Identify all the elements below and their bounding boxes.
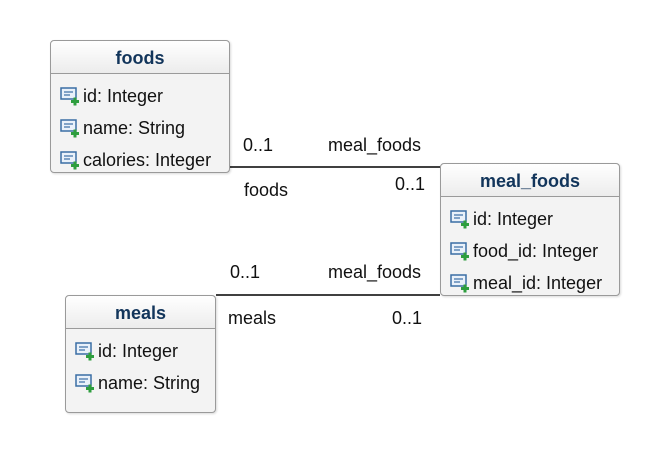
attribute-plus-icon [75,374,94,393]
meals-relation-far-multiplicity: 0..1 [392,308,423,328]
entity-title[interactable]: foods [51,41,229,74]
meals-relation-far-role: meal_foods [328,262,422,282]
attribute-row[interactable]: food_id: Integer [441,235,619,267]
attribute-row[interactable]: calories: Integer [51,144,229,176]
attribute-row[interactable]: id: Integer [441,203,619,235]
attribute-label: id: Integer [98,341,179,361]
entity-meal-foods[interactable]: meal_foods id: Integer food_id: Integer … [440,163,620,296]
entity-title[interactable]: meal_foods [441,164,619,197]
attribute-row[interactable]: name: String [66,367,215,399]
attribute-label: calories: Integer [83,150,212,170]
foods-relation-far-multiplicity: 0..1 [395,174,426,194]
foods-relation-near-role: foods [244,180,289,200]
attribute-label: name: String [83,118,186,138]
foods-relation-near-multiplicity: 0..1 [243,135,274,155]
attribute-plus-icon [450,274,469,293]
attribute-plus-icon [450,210,469,229]
attribute-row[interactable]: id: Integer [51,80,229,112]
entity-meals[interactable]: meals id: Integer name: String [65,295,216,413]
attribute-label: id: Integer [83,86,164,106]
attribute-row[interactable]: meal_id: Integer [441,267,619,299]
entity-title[interactable]: meals [66,296,215,329]
meals-relation-near-multiplicity: 0..1 [230,262,261,282]
meals-relation-near-role: meals [228,308,277,328]
attribute-plus-icon [75,342,94,361]
foods-relation-far-role: meal_foods [328,135,422,155]
attribute-label: id: Integer [473,209,554,229]
attribute-plus-icon [60,119,79,138]
attribute-label: name: String [98,373,201,393]
attribute-label: meal_id: Integer [473,273,603,293]
attribute-plus-icon [60,87,79,106]
attribute-row[interactable]: name: String [51,112,229,144]
entity-foods[interactable]: foods id: Integer name: String calories:… [50,40,230,173]
attribute-plus-icon [60,151,79,170]
attribute-plus-icon [450,242,469,261]
attribute-label: food_id: Integer [473,241,599,261]
attribute-row[interactable]: id: Integer [66,335,215,367]
